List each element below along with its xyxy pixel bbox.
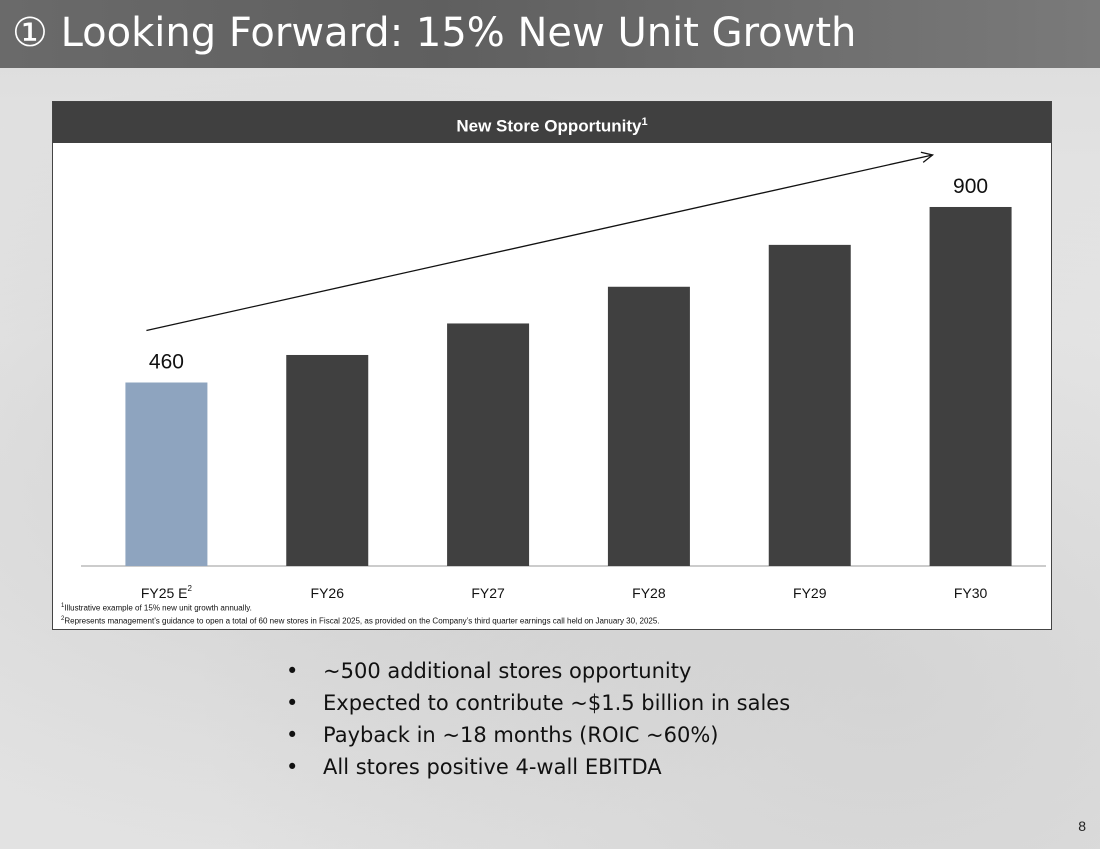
- bar-fy29: [768, 244, 851, 566]
- trend-arrow-head: [920, 151, 935, 163]
- bullet-text: ~500 additional stores opportunity: [323, 659, 692, 683]
- bar-fy27: [447, 323, 530, 566]
- x-tick-label: FY28: [632, 585, 666, 601]
- data-label: 460: [149, 351, 184, 374]
- bar-fy30: [929, 206, 1012, 566]
- bar-fy28: [607, 286, 690, 566]
- bullet-item: • Expected to contribute ~$1.5 billion in…: [286, 687, 790, 719]
- x-tick-label: FY26: [311, 585, 345, 601]
- bullet-mark: •: [286, 659, 299, 683]
- page-number: 8: [1078, 818, 1086, 834]
- footnote-1: 1Illustrative example of 15% new unit gr…: [61, 601, 660, 614]
- panel-heading: New Store Opportunity: [456, 116, 642, 136]
- x-tick-label: FY30: [954, 585, 988, 601]
- panel-heading-sup: 1: [641, 116, 648, 128]
- bullet-mark: •: [286, 723, 299, 747]
- title-bar: ① Looking Forward: 15% New Unit Growth: [0, 0, 1100, 68]
- chart-panel: New Store Opportunity1 FY25 E2 460 FY26 FY2…: [52, 101, 1052, 630]
- footnote-2-text: Represents management’s guidance to open…: [64, 616, 660, 626]
- bullet-item: • ~500 additional stores opportunity: [286, 655, 790, 687]
- x-tick-label: FY25 E2: [141, 584, 193, 601]
- x-tick-label: FY27: [471, 585, 505, 601]
- bar-fy26: [286, 354, 369, 566]
- footnote-2-sup: 2: [61, 615, 65, 622]
- bullet-item: • All stores positive 4-wall EBITDA: [286, 751, 790, 783]
- bullet-mark: •: [286, 755, 299, 779]
- x-tick-label: FY29: [793, 585, 827, 601]
- panel-header: New Store Opportunity1: [53, 102, 1051, 143]
- bullet-text: Expected to contribute ~$1.5 billion in …: [323, 691, 791, 715]
- slide-title: ① Looking Forward: 15% New Unit Growth: [12, 10, 857, 56]
- bullet-item: • Payback in ~18 months (ROIC ~60%): [286, 719, 790, 751]
- bar-chart: FY25 E2 460 FY26 FY27 FY28 FY29 FY30 900: [81, 151, 1046, 601]
- bullet-mark: •: [286, 691, 299, 715]
- trend-arrow-line: [146, 154, 933, 332]
- bullet-list: • ~500 additional stores opportunity • Exp…: [286, 655, 790, 783]
- footnote-2: 2Represents management’s guidance to ope…: [61, 614, 660, 627]
- footnote-1-sup: 1: [61, 603, 65, 609]
- bullet-text: All stores positive 4-wall EBITDA: [323, 755, 662, 779]
- bullet-text: Payback in ~18 months (ROIC ~60%): [323, 723, 719, 747]
- footnotes: 1Illustrative example of 15% new unit gr…: [61, 601, 660, 626]
- footnote-1-text: Illustrative example of 15% new unit gro…: [64, 603, 252, 613]
- data-label: 900: [953, 175, 988, 198]
- bar-fy25-e: [125, 382, 208, 566]
